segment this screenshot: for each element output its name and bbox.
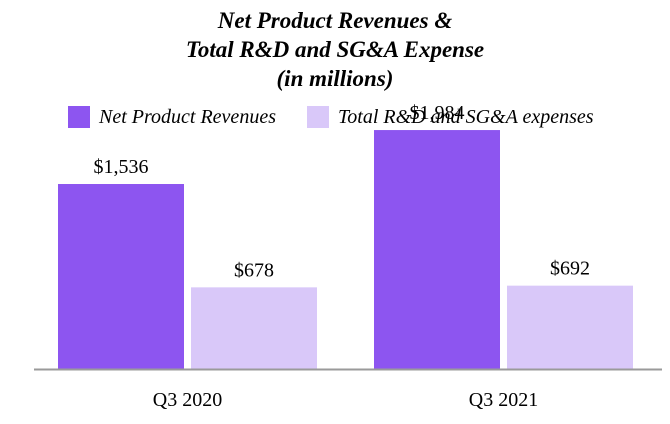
data-label-net-product-revenues-q3-2020: $1,536 — [94, 156, 149, 178]
chart-legend: Net Product Revenues Total R&D and SG&A … — [0, 104, 670, 130]
legend-item-net-product-revenues: Net Product Revenues — [68, 104, 276, 130]
legend-swatch-total-rd-sga — [307, 106, 329, 128]
legend-label-total-rd-sga: Total R&D and SG&A expenses — [338, 105, 594, 128]
bar-total-r-d-and-sg-a-expenses-q3-2020 — [191, 287, 317, 369]
chart-title-line-2: Total R&D and SG&A Expense — [185, 37, 485, 62]
data-label-total-r-d-and-sg-a-expenses-q3-2020: $678 — [234, 259, 274, 281]
data-label-net-product-revenues-q3-2021: $1,984 — [410, 102, 465, 124]
x-tick-label-q3-2020: Q3 2020 — [153, 389, 222, 411]
legend-label-net-product-revenues: Net Product Revenues — [99, 105, 276, 128]
chart-title: Net Product Revenues & Total R&D and SG&… — [0, 6, 670, 93]
bar-net-product-revenues-q3-2020 — [58, 184, 184, 369]
legend-swatch-net-product-revenues — [68, 106, 90, 128]
bar-net-product-revenues-q3-2021 — [374, 130, 500, 369]
data-label-total-r-d-and-sg-a-expenses-q3-2021: $692 — [550, 258, 590, 280]
legend-item-total-rd-sga: Total R&D and SG&A expenses — [307, 104, 594, 130]
bar-total-r-d-and-sg-a-expenses-q3-2021 — [507, 285, 633, 369]
chart-title-line-1: Net Product Revenues & — [217, 8, 453, 33]
x-tick-label-q3-2021: Q3 2021 — [469, 389, 538, 411]
chart-title-line-3: (in millions) — [276, 66, 394, 91]
